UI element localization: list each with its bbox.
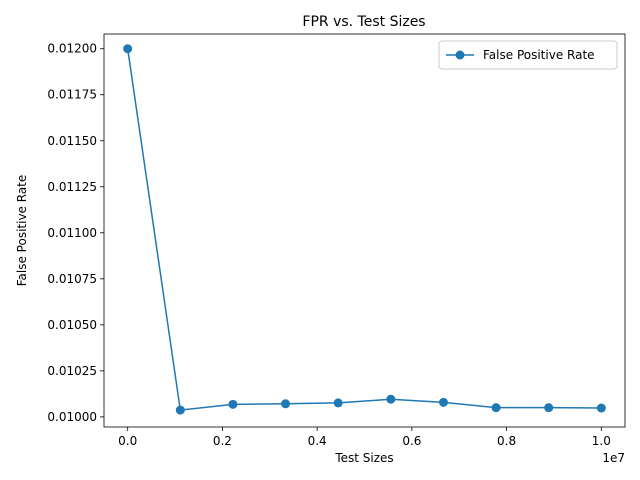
y-tick-label: 0.01025: [47, 364, 97, 378]
data-point: [123, 44, 133, 54]
y-tick-label: 0.01100: [47, 226, 97, 240]
y-tick-label: 0.01125: [47, 180, 97, 194]
data-point: [596, 403, 606, 413]
y-tick-label: 0.01000: [47, 410, 97, 424]
y-axis-title: False Positive Rate: [15, 175, 29, 287]
x-axis-title: Test Sizes: [334, 451, 393, 465]
plot-area-frame: [103, 33, 626, 428]
data-point: [491, 403, 501, 413]
legend-box: [438, 40, 618, 70]
data-point: [228, 399, 238, 409]
y-tick-label: 0.01200: [47, 42, 97, 56]
data-point: [333, 398, 343, 408]
x-axis: 0.0 0.2 0.4 0.6 0.8 1.0: [118, 427, 611, 448]
legend-marker: [455, 50, 465, 60]
x-tick-label: 0.2: [213, 434, 232, 448]
y-tick-label: 0.01050: [47, 318, 97, 332]
y-tick-label: 0.01150: [47, 134, 97, 148]
data-point: [544, 403, 554, 413]
y-tick-label: 0.01075: [47, 272, 97, 286]
data-point: [281, 399, 291, 409]
x-tick-label: 0.8: [497, 434, 516, 448]
legend: False Positive Rate: [438, 40, 618, 70]
series-line: [126, 48, 602, 411]
y-tick-label: 0.01175: [47, 88, 97, 102]
series-layer: [123, 44, 606, 415]
data-point: [438, 397, 448, 407]
x-tick-label: 0.0: [118, 434, 137, 448]
x-tick-label: 0.4: [308, 434, 327, 448]
x-axis-offset-label: 1e7: [602, 451, 625, 465]
x-tick-label: 0.6: [402, 434, 421, 448]
chart-title: FPR vs. Test Sizes: [302, 14, 425, 30]
legend-label: False Positive Rate: [483, 48, 595, 62]
data-point: [175, 405, 185, 415]
data-point: [386, 394, 396, 404]
y-axis: 0.01000 0.01025 0.01050 0.01075 0.01100 0.011…: [47, 42, 104, 424]
x-tick-label: 1.0: [592, 434, 611, 448]
